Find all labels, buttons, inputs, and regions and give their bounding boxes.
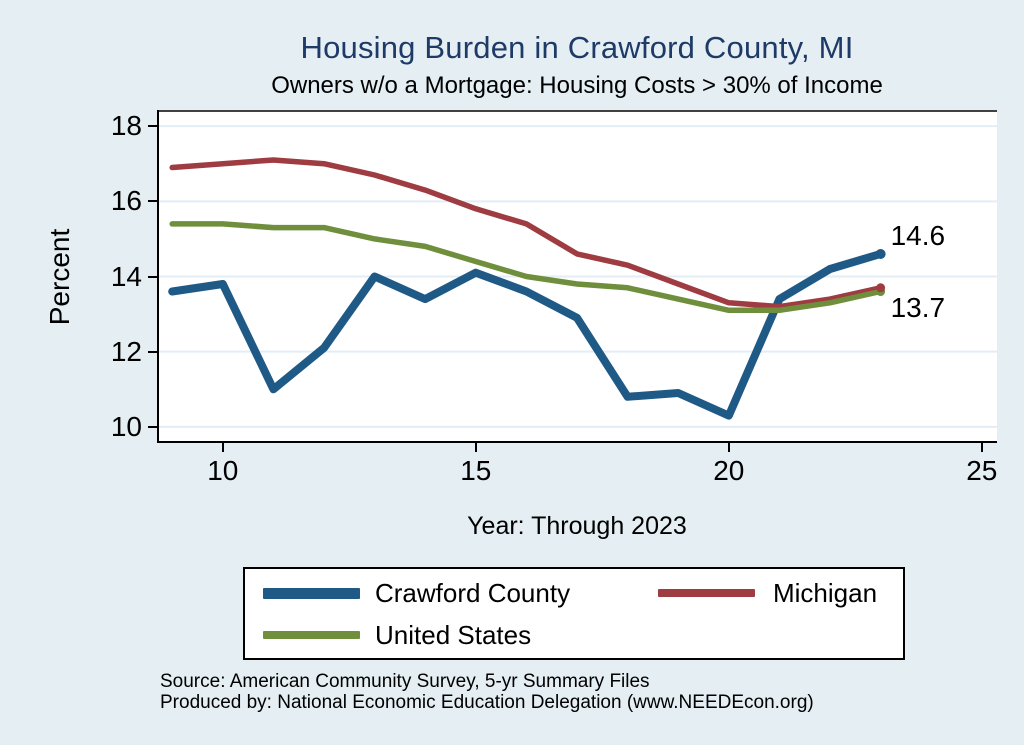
legend-label-michigan: Michigan	[773, 578, 878, 608]
x-tick-mark	[221, 443, 224, 452]
x-tick-label: 10	[207, 455, 239, 486]
y-tick-label: 10	[110, 410, 142, 442]
y-tick-mark	[148, 200, 157, 203]
x-tick-mark	[980, 443, 983, 452]
y-tick-label: 16	[110, 185, 142, 217]
source-text: Source: American Community Survey, 5-yr …	[160, 671, 650, 692]
y-tick-label: 18	[110, 110, 142, 142]
legend-swatch-michigan	[658, 589, 755, 597]
x-tick-label: 20	[713, 455, 745, 486]
series-line-united-states	[169, 221, 884, 314]
end-value-label-michigan: 13.7	[890, 291, 946, 323]
chart-title: Housing Burden in Crawford County, MI	[300, 30, 854, 65]
legend-item-michigan	[658, 578, 755, 608]
x-axis-title: Year: Through 2023	[467, 512, 687, 540]
chart-subtitle: Owners w/o a Mortgage: Housing Costs > 3…	[271, 72, 883, 99]
series-line-michigan	[169, 157, 884, 310]
legend-item-united-states	[263, 620, 360, 650]
y-tick-mark	[148, 350, 157, 353]
end-marker-crawford-county	[875, 248, 886, 259]
y-tick-label: 12	[110, 335, 142, 367]
end-value-label-crawford: 14.6	[890, 219, 946, 251]
y-tick-mark	[148, 275, 157, 278]
legend-item-crawford-county	[263, 578, 360, 608]
x-tick-label: 15	[460, 455, 492, 486]
legend-swatch-crawford-county	[263, 587, 360, 599]
y-tick-mark	[148, 125, 157, 128]
line-chart	[157, 110, 997, 443]
legend: Crawford County Michigan United States	[243, 567, 905, 660]
legend-swatch-united-states	[263, 631, 360, 639]
producer-text: Produced by: National Economic Education…	[160, 692, 814, 713]
y-axis-title: Percent	[44, 228, 75, 326]
series-line-crawford-county	[168, 249, 885, 420]
y-tick-mark	[148, 425, 157, 428]
y-tick-label: 14	[110, 260, 142, 292]
x-tick-mark	[474, 443, 477, 452]
end-marker-michigan	[876, 283, 886, 293]
legend-label-united-states: United States	[375, 620, 532, 650]
legend-label-crawford-county: Crawford County	[375, 578, 571, 608]
x-tick-mark	[727, 443, 730, 452]
plot-area	[157, 110, 997, 443]
x-tick-label: 25	[966, 455, 998, 486]
